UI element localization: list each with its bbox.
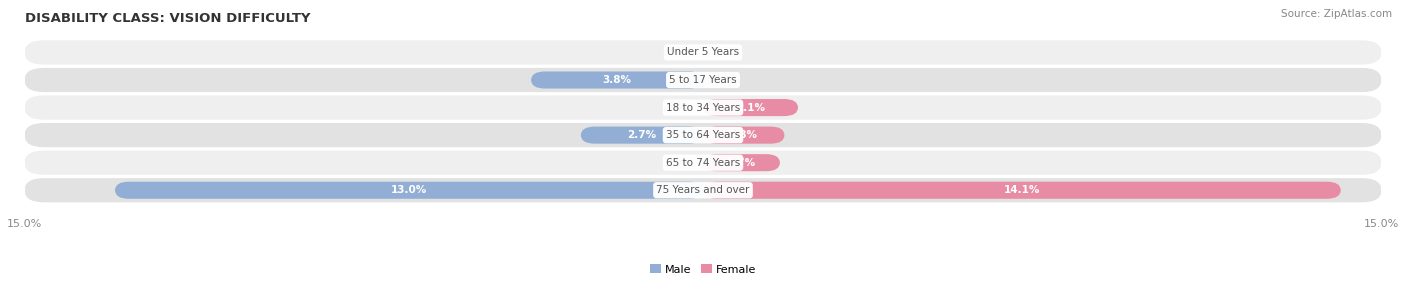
Text: 0.0%: 0.0% (665, 158, 692, 168)
FancyBboxPatch shape (581, 126, 703, 144)
Text: 2.1%: 2.1% (735, 102, 765, 112)
FancyBboxPatch shape (24, 178, 1382, 202)
FancyBboxPatch shape (703, 154, 780, 171)
Text: 0.0%: 0.0% (665, 47, 692, 57)
FancyBboxPatch shape (703, 126, 785, 144)
FancyBboxPatch shape (24, 68, 1382, 92)
Text: 0.0%: 0.0% (714, 75, 741, 85)
Text: DISABILITY CLASS: VISION DIFFICULTY: DISABILITY CLASS: VISION DIFFICULTY (24, 12, 311, 25)
Text: 2.7%: 2.7% (627, 130, 657, 140)
Text: Source: ZipAtlas.com: Source: ZipAtlas.com (1281, 9, 1392, 19)
FancyBboxPatch shape (24, 123, 1382, 147)
Text: 3.8%: 3.8% (603, 75, 631, 85)
Text: Under 5 Years: Under 5 Years (666, 47, 740, 57)
Text: 13.0%: 13.0% (391, 185, 427, 195)
FancyBboxPatch shape (24, 150, 1382, 175)
Text: 75 Years and over: 75 Years and over (657, 185, 749, 195)
Text: 35 to 64 Years: 35 to 64 Years (666, 130, 740, 140)
Text: 14.1%: 14.1% (1004, 185, 1040, 195)
Legend: Male, Female: Male, Female (650, 264, 756, 275)
FancyBboxPatch shape (531, 71, 703, 88)
FancyBboxPatch shape (115, 182, 703, 199)
Text: 65 to 74 Years: 65 to 74 Years (666, 158, 740, 168)
FancyBboxPatch shape (24, 95, 1382, 120)
Text: 0.0%: 0.0% (665, 102, 692, 112)
Text: 18 to 34 Years: 18 to 34 Years (666, 102, 740, 112)
Text: 1.7%: 1.7% (727, 158, 756, 168)
Text: 1.8%: 1.8% (730, 130, 758, 140)
FancyBboxPatch shape (703, 182, 1341, 199)
FancyBboxPatch shape (24, 40, 1382, 64)
Text: 0.0%: 0.0% (714, 47, 741, 57)
FancyBboxPatch shape (703, 99, 799, 116)
Text: 5 to 17 Years: 5 to 17 Years (669, 75, 737, 85)
